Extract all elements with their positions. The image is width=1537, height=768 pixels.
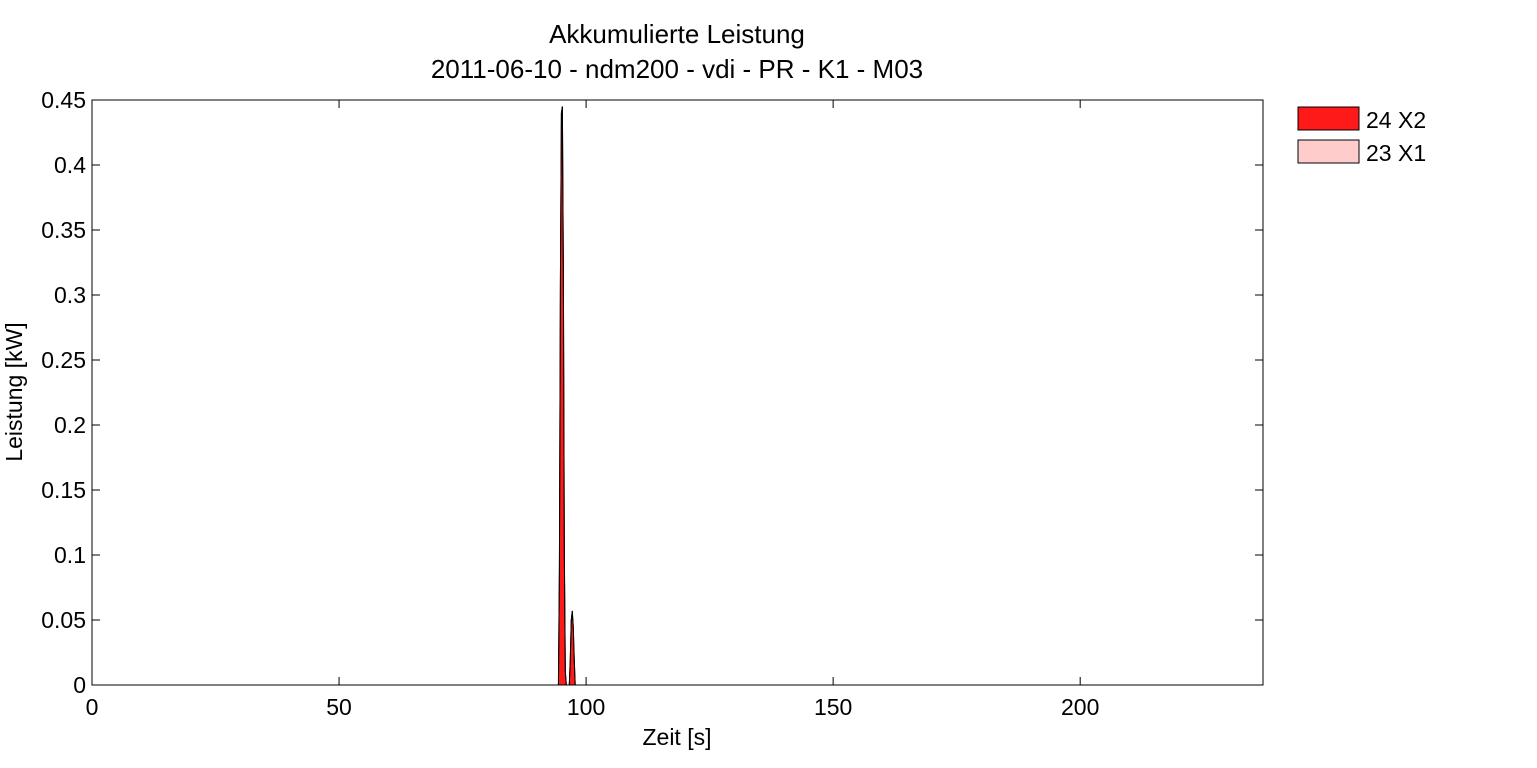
- y-tick-label: 0: [73, 672, 86, 698]
- legend-swatch: [1297, 139, 1360, 164]
- y-tick-label: 0.2: [54, 412, 86, 438]
- y-tick-label: 0.15: [41, 477, 86, 503]
- series-layer: [92, 106, 1263, 686]
- series-area-0: [92, 106, 1263, 686]
- y-axis-label: Leistung [kW]: [1, 322, 27, 461]
- x-tick-label: 200: [1061, 694, 1099, 720]
- legend-label: 24 X2: [1366, 107, 1426, 133]
- chart-title: Akkumulierte Leistung: [549, 19, 805, 49]
- y-tick-label: 0.35: [41, 217, 86, 243]
- y-axis: 0 0.05 0.1 0.15 0.2 0.25 0.3 0.35 0.4 0.45: [41, 87, 1263, 698]
- x-axis: 0 50 100 150 200: [86, 100, 1099, 720]
- legend-swatch: [1297, 106, 1360, 131]
- y-tick-label: 0.25: [41, 347, 86, 373]
- x-tick-label: 100: [567, 694, 605, 720]
- y-tick-label: 0.45: [41, 87, 86, 113]
- y-tick-label: 0.4: [54, 152, 86, 178]
- series-area-1: [92, 106, 1263, 686]
- x-axis-label: Zeit [s]: [642, 724, 711, 750]
- y-tick-label: 0.1: [54, 542, 86, 568]
- x-tick-label: 150: [814, 694, 852, 720]
- legend-label: 23 X1: [1366, 140, 1426, 166]
- chart-subtitle: 2011-06-10 - ndm200 - vdi - PR - K1 - M0…: [431, 54, 923, 84]
- plot-frame: [91, 99, 1264, 686]
- y-tick-label: 0.3: [54, 282, 86, 308]
- y-tick-label: 0.05: [41, 607, 86, 633]
- legend: 24 X2 23 X1: [1297, 106, 1426, 166]
- x-tick-label: 0: [86, 694, 99, 720]
- x-tick-label: 50: [326, 694, 352, 720]
